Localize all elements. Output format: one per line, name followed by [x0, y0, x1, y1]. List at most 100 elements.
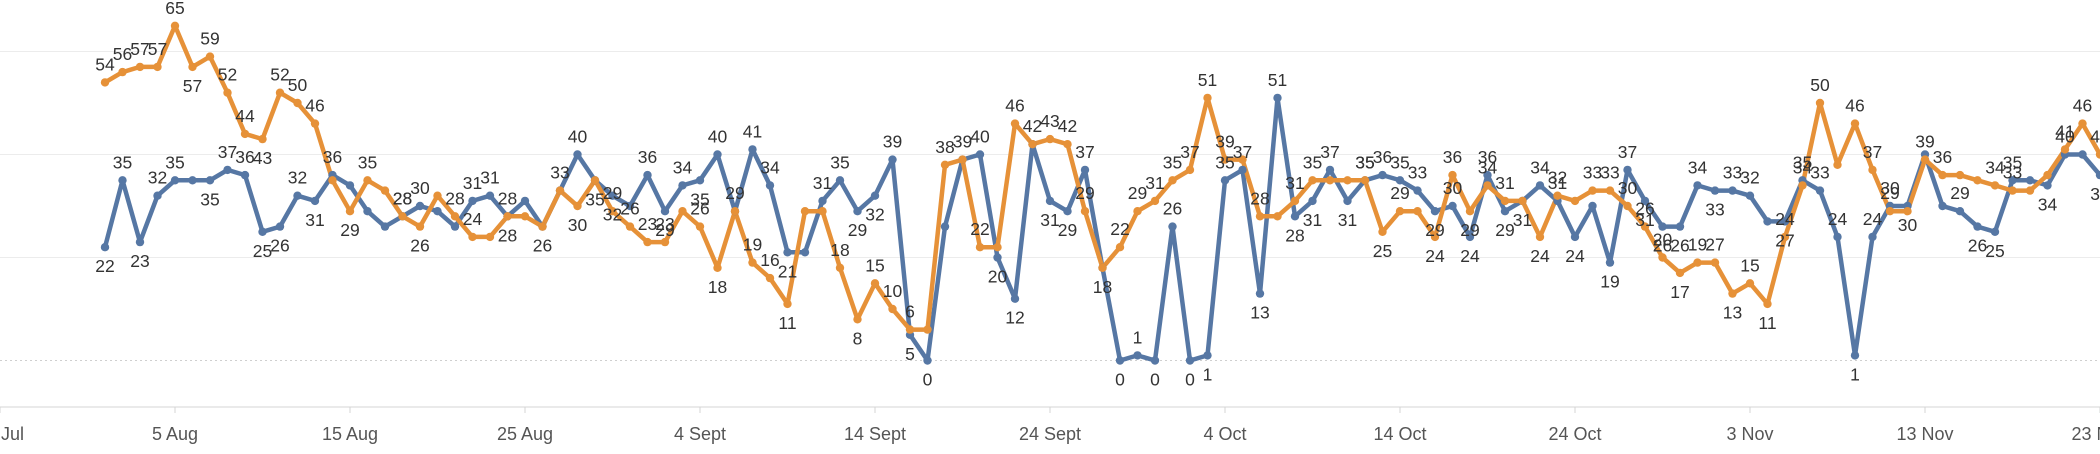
series-1-point	[660, 207, 670, 216]
series-1-point	[1448, 201, 1457, 211]
series-2-point	[223, 88, 232, 97]
series-2-data-label: 15	[865, 255, 884, 275]
series-1-point	[1325, 165, 1335, 175]
series-2-point	[258, 134, 267, 144]
series-2-data-label: 18	[830, 240, 849, 260]
x-tick-label: 5 Aug	[152, 424, 198, 444]
x-tick-label: 14 Sept	[844, 424, 906, 444]
series-1-point	[975, 150, 985, 159]
series-2-point	[1570, 196, 1580, 206]
series-1-point	[643, 170, 652, 180]
series-1-data-label: 19	[1600, 272, 1619, 292]
series-2-data-label: 24	[1775, 209, 1795, 229]
series-1-point	[1728, 186, 1737, 195]
series-1-data-label: 33	[1705, 200, 1724, 220]
x-tick-label: 23 Nov	[2071, 424, 2100, 444]
series-1-point	[1745, 191, 1755, 200]
series-1-point	[1938, 201, 1947, 211]
series-1-point	[853, 207, 862, 216]
series-2-point	[1990, 181, 2000, 190]
series-2-point	[1465, 207, 1475, 216]
series-2-data-label: 26	[533, 236, 552, 256]
series-1-data-label: 36	[1478, 147, 1497, 167]
series-2-data-label: 26	[1635, 199, 1654, 219]
series-1-data-label: 36	[235, 147, 254, 167]
series-2-data-label: 39	[1215, 132, 1234, 152]
series-2-data-label: 28	[393, 188, 412, 208]
series-1-data-label: 31	[1040, 210, 1059, 230]
series-1-point	[240, 170, 250, 180]
series-1-data-label: 35	[113, 152, 132, 172]
series-1-point	[1955, 207, 1965, 216]
series-2-point	[1973, 176, 1982, 185]
series-1-point	[520, 196, 530, 206]
series-1-data-label: 35	[1355, 152, 1374, 172]
series-1-data-label: 24	[1565, 246, 1585, 266]
series-2-data-label: 29	[1128, 183, 1147, 203]
series-2-data-label: 39	[1915, 132, 1934, 152]
series-2-point	[118, 67, 127, 77]
series-1-data-label: 29	[1425, 220, 1444, 240]
series-2-data-label: 25	[1373, 241, 1392, 261]
series-2-point	[993, 243, 1002, 252]
series-1-point	[888, 155, 897, 164]
series-1-data-label: 29	[1950, 183, 1969, 203]
series-1-point	[1658, 222, 1667, 231]
series-2-data-label: 46	[1845, 96, 1864, 116]
series-2-data-label: 33	[1600, 163, 1619, 183]
series-1-data-label: 25	[1985, 241, 2004, 261]
series-1-data-label: 41	[743, 121, 762, 141]
series-1-point	[608, 191, 617, 200]
series-1-data-label: 23	[130, 251, 149, 271]
series-2-data-label: 42	[1058, 116, 1077, 136]
series-2-data-label: 13	[1723, 303, 1742, 323]
series-1-data-label: 12	[1005, 308, 1024, 328]
series-2-point	[1938, 170, 1947, 180]
series-1-data-label: 35	[200, 189, 219, 209]
series-2-point	[415, 222, 425, 231]
series-2-point	[450, 212, 460, 221]
series-1-point	[293, 191, 302, 200]
series-2-point	[853, 315, 862, 324]
series-1-point	[135, 237, 145, 247]
series-1-point	[310, 196, 320, 206]
series-1-point	[345, 181, 355, 190]
series-1-data-label: 40	[568, 127, 588, 147]
series-1-point	[188, 176, 197, 185]
series-2-data-label: 23	[655, 214, 674, 234]
series-2-data-label: 24	[1425, 246, 1445, 266]
series-1-point	[2095, 170, 2100, 180]
series-2-point	[2095, 150, 2100, 159]
series-1-data-label: 26	[1670, 236, 1689, 256]
series-2-point	[1378, 227, 1387, 236]
series-2-point	[1763, 299, 1772, 309]
x-tick-label: 3 Nov	[1726, 424, 1773, 444]
series-2-data-label: 30	[1618, 178, 1638, 198]
series-2-point	[625, 222, 635, 231]
series-2-point	[398, 212, 407, 221]
series-1-data-label: 33	[1408, 163, 1427, 183]
series-2-point	[293, 98, 302, 108]
series-1-data-label: 51	[1268, 70, 1287, 90]
series-2-data-label: 46	[2073, 96, 2092, 116]
series-1-point	[450, 222, 460, 231]
series-1-point	[468, 196, 477, 206]
series-1-point	[1500, 207, 1510, 216]
series-2-data-label: 28	[498, 188, 517, 208]
series-2-point	[940, 160, 950, 169]
series-1-data-label: 26	[270, 236, 289, 256]
series-1-data-label: 0	[1150, 370, 1160, 390]
series-2-point	[1290, 196, 1300, 206]
series-1-point	[153, 191, 162, 200]
series-1-data-label: 27	[1775, 230, 1794, 250]
series-2-data-label: 34	[1793, 157, 1813, 177]
series-1-data-label: 37	[218, 142, 237, 162]
series-1-point	[1868, 232, 1877, 242]
series-2-data-label: 18	[708, 277, 727, 297]
series-2-point	[1833, 160, 1842, 169]
series-1-point	[1833, 232, 1842, 242]
x-tick-label: 25 Aug	[497, 424, 553, 444]
series-2-point	[468, 232, 477, 242]
